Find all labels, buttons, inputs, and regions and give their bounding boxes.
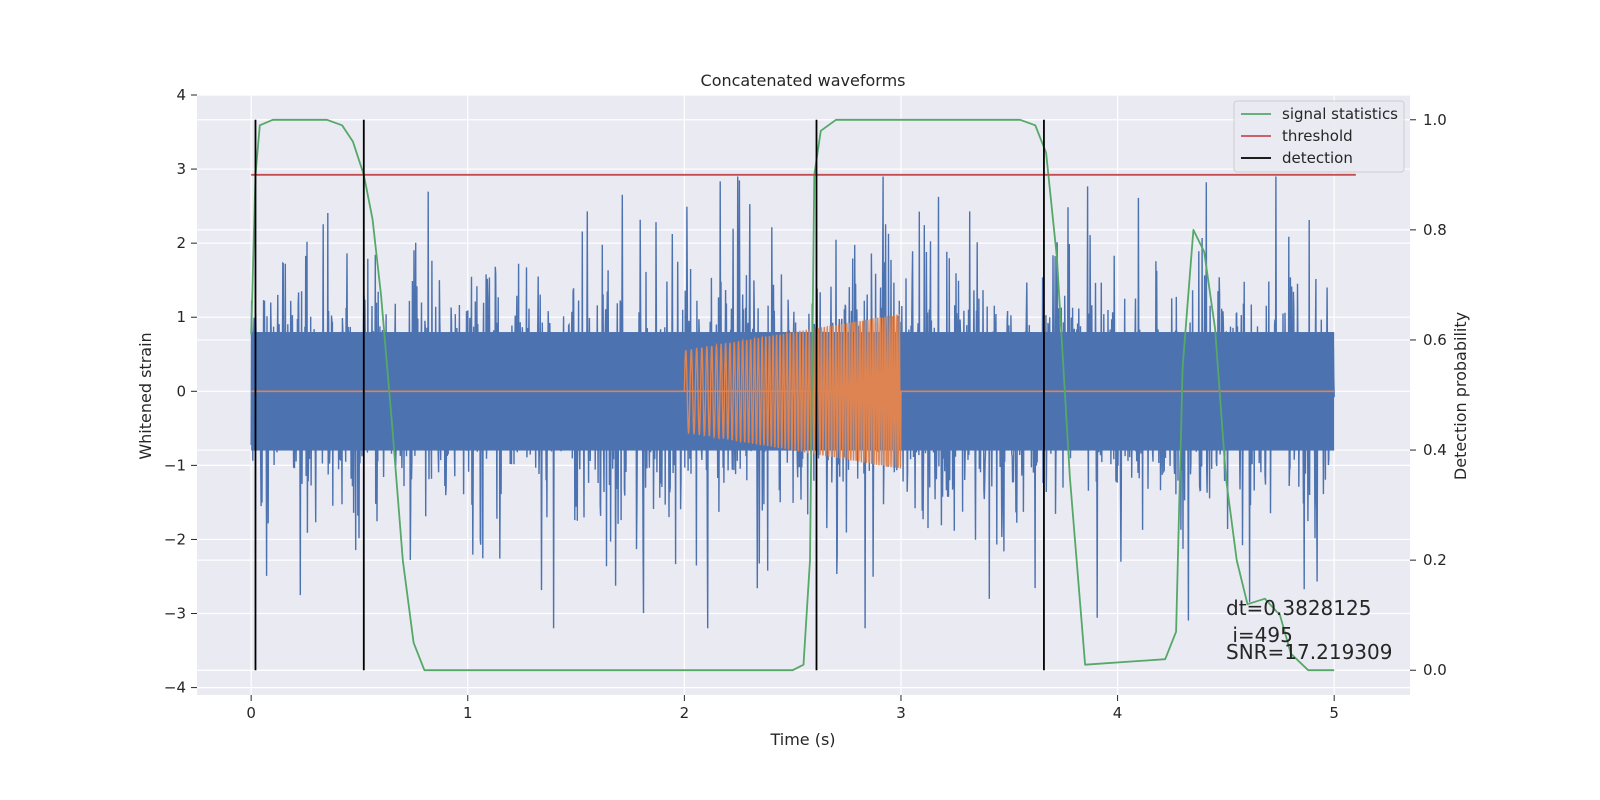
legend-label-detection: detection bbox=[1282, 149, 1353, 167]
y-tick-label: −1 bbox=[164, 456, 186, 474]
x-tick-label: 3 bbox=[896, 704, 906, 722]
annotation-index: i=495 bbox=[1226, 623, 1293, 647]
y-tick-label: 4 bbox=[176, 86, 186, 104]
y-tick-label: 1 bbox=[176, 308, 186, 326]
x-tick-label: 5 bbox=[1329, 704, 1339, 722]
y-axis-label: Whitened strain bbox=[136, 332, 155, 459]
annotation-snr: SNR=17.219309 bbox=[1226, 640, 1392, 664]
detection-lines bbox=[254, 119, 1045, 671]
x-tick-label: 1 bbox=[463, 704, 473, 722]
annotation-dt: dt=0.3828125 bbox=[1226, 596, 1371, 620]
y2-tick-label: 0.0 bbox=[1423, 661, 1447, 679]
ticks: 0 1 2 3 4 5 −4 −3 −2 −1 0 1 2 3 4 0.0 0.2 0.4 0.6 0.8 1.0 bbox=[164, 86, 1447, 722]
x-tick-label: 4 bbox=[1113, 704, 1123, 722]
y-tick-label: 0 bbox=[176, 382, 186, 400]
signal-statistics-line bbox=[250, 118, 1335, 672]
y-tick-label: 3 bbox=[176, 160, 186, 178]
legend-label-threshold: threshold bbox=[1282, 127, 1353, 145]
legend-label-signal-statistics: signal statistics bbox=[1282, 105, 1398, 123]
template-chirp bbox=[683, 314, 902, 469]
y-tick-label: −3 bbox=[164, 605, 186, 623]
y-tick-label: −2 bbox=[164, 530, 186, 548]
y-tick-label: 2 bbox=[176, 234, 186, 252]
x-tick-label: 2 bbox=[680, 704, 690, 722]
template-series bbox=[251, 314, 1335, 469]
y2-axis-label: Detection probability bbox=[1451, 312, 1470, 480]
x-axis-label: Time (s) bbox=[769, 730, 835, 749]
y2-tick-label: 0.8 bbox=[1423, 221, 1447, 239]
legend-box bbox=[1233, 100, 1405, 173]
y2-tick-label: 0.6 bbox=[1423, 331, 1447, 349]
chart-title: Concatenated waveforms bbox=[701, 71, 906, 90]
y2-tick-label: 1.0 bbox=[1423, 111, 1447, 129]
y2-tick-label: 0.2 bbox=[1423, 551, 1447, 569]
signal-statistics-series bbox=[250, 118, 1335, 672]
y2-tick-label: 0.4 bbox=[1423, 441, 1447, 459]
x-tick-label: 0 bbox=[246, 704, 256, 722]
y-tick-label: −4 bbox=[164, 679, 186, 697]
legend: signal statistics threshold detection bbox=[1233, 100, 1405, 173]
